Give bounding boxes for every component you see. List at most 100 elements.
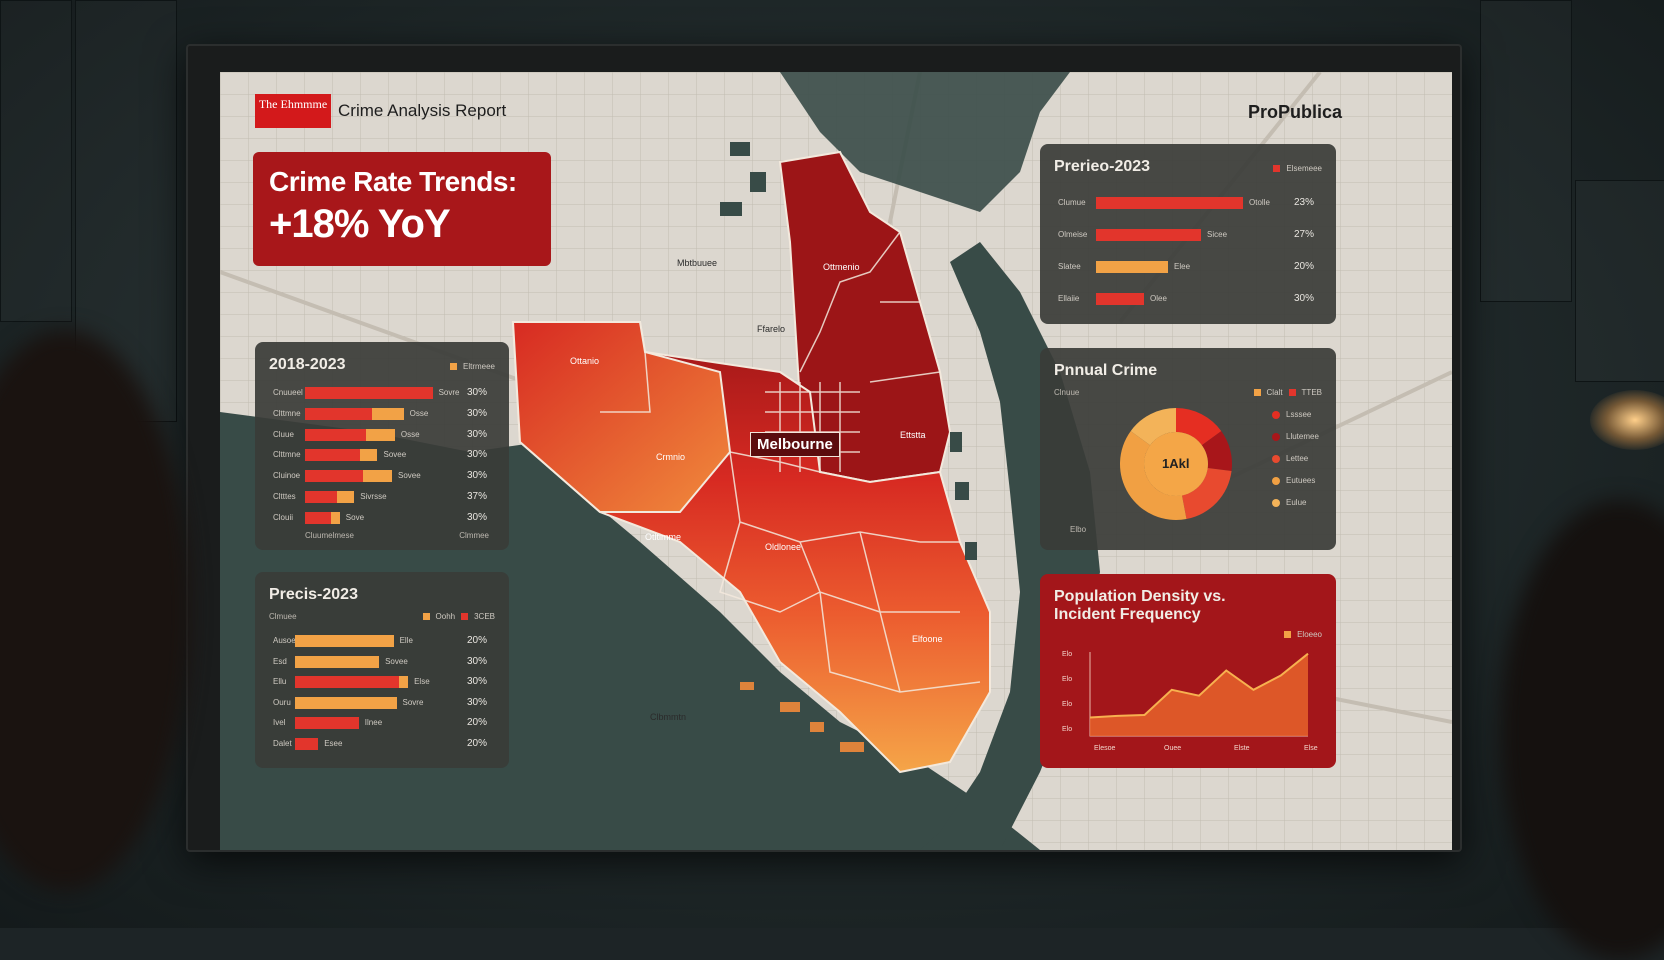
bar-primary: [1096, 229, 1201, 241]
area-chart: Elo Elo Elo Elo Elesoe Ouee Elste Elselee: [1062, 651, 1318, 752]
row-percent: 30%: [466, 387, 487, 398]
crime-by-category-panel: 2018-2023 Eltrmeee Cnuueel Sovre 30% Clttmn…: [255, 342, 509, 550]
map-label: Ettstta: [900, 430, 926, 440]
legend-swatch: [461, 613, 469, 620]
bar-row: Cnuueel Sovre 30%: [269, 386, 495, 400]
donut-center-label: 1Akl: [1162, 456, 1190, 471]
panel-subtitle: Clnuue: [1054, 388, 1080, 397]
row-label: Clttmne: [273, 450, 301, 460]
x-tick-label: Ouee: [1164, 745, 1181, 752]
bar-row: Cluue Osse 30%: [269, 428, 495, 442]
row-sublabel: Sovee: [383, 450, 407, 460]
report-title: Crime Analysis Report: [338, 101, 507, 120]
row-label: Ellaiie: [1058, 294, 1080, 303]
panel-title: 2018-2023: [269, 356, 346, 373]
publisher-logo: ProPublica: [1247, 102, 1342, 122]
x-tick-label: Elselee: [1304, 745, 1318, 752]
legend-swatch: [1288, 389, 1296, 396]
row-sublabel: Sicee: [1207, 230, 1228, 239]
bar-row: Dalet Esee 20%: [269, 737, 495, 751]
row-sublabel: Osse: [400, 429, 420, 439]
headline-title: Crime Rate Trends:: [269, 166, 517, 197]
density-vs-incident-panel: Population Density vs. Incident Frequenc…: [1040, 574, 1336, 768]
yearly-panel: Prerieo-2023 Elsemeee Clumue Otolle 23% Olm…: [1040, 144, 1336, 324]
map-label: Ottmenio: [823, 262, 860, 272]
legend-label: TTEB: [1301, 388, 1322, 397]
row-sublabel: Elee: [1174, 262, 1191, 271]
legend-dot: [1272, 498, 1280, 507]
row-percent: 30%: [1293, 293, 1314, 304]
bar-row: Ouru Sovre 30%: [269, 696, 495, 710]
legend-swatch: [422, 613, 430, 620]
bar-row: Ivel Ilnee 20%: [269, 716, 495, 730]
bar-primary: [305, 407, 372, 420]
legend-label: Lsssee: [1286, 410, 1312, 419]
donut-slice: [1176, 408, 1222, 446]
bar-row: Esd Sovee 30%: [269, 655, 495, 669]
row-label: Cluue: [273, 429, 294, 439]
row-percent: 37%: [466, 491, 487, 502]
bar-row: Clttmne Sovee 30%: [269, 448, 495, 462]
row-sublabel: Sivrsse: [360, 492, 387, 501]
bar-secondary: [363, 470, 392, 483]
annual-crime-panel: Pnnual Crime Clnuue Clalt TTEB 1Akl Lsss…: [1040, 348, 1336, 550]
legend-label: Eutuees: [1286, 476, 1316, 485]
bar-secondary: [336, 491, 355, 503]
row-label: Esd: [273, 656, 287, 666]
bar-primary: [305, 428, 366, 441]
legend-label: Eloeeo: [1297, 630, 1322, 639]
lamp-light: [1590, 390, 1664, 450]
legend-swatch: [1284, 631, 1292, 638]
bar-secondary: [295, 696, 397, 709]
bar-row: Ausoe Elle 20%: [269, 634, 495, 648]
city-label[interactable]: Melbourne: [750, 432, 840, 457]
map-label: Otltimme: [645, 532, 681, 542]
panel-title: Population Density vs.: [1054, 588, 1226, 605]
bar-secondary: [1096, 261, 1168, 273]
legend-swatch: [1273, 165, 1281, 172]
row-sublabel: Ilnee: [364, 718, 383, 727]
row-label: Cnuueel: [273, 388, 303, 397]
bar-row: Cluinoe Sovee 30%: [269, 469, 495, 483]
bar-primary: [295, 676, 400, 688]
donut-legend-item: Lettee: [1272, 454, 1308, 463]
legend-label: 3CEB: [474, 612, 495, 621]
row-sublabel: Sovee: [385, 656, 408, 666]
bar-primary: [1096, 197, 1243, 209]
legend-label: Eulue: [1286, 498, 1307, 507]
panel-footnote: Cluumelmese: [305, 531, 354, 540]
panel-title: Pnnual Crime: [1054, 362, 1158, 379]
map-label: Crmnio: [656, 452, 686, 462]
legend-label: Lettee: [1286, 454, 1309, 463]
wall-panel: [0, 0, 72, 322]
row-sublabel: Esee: [324, 738, 343, 748]
row-sublabel: Elle: [399, 636, 413, 645]
panel-footnote: Clmmee: [459, 531, 489, 540]
brand-logo: The Ehmmme: [255, 94, 331, 128]
row-label: Clumue: [1058, 198, 1086, 207]
map-label: Mbtbuuee: [677, 258, 718, 268]
legend-label: Clalt: [1266, 388, 1283, 397]
wall-panel: [1480, 0, 1572, 302]
panel-title: Incident Frequency: [1054, 606, 1201, 623]
panel-footnote: Elbo: [1070, 525, 1087, 534]
bar-primary: [305, 470, 363, 483]
panel-legend: Eloeeo: [1284, 630, 1322, 639]
headline-card: Crime Rate Trends: +18% YoY: [253, 152, 551, 266]
bar-primary: [305, 491, 337, 503]
panel-legend: Clalt TTEB: [1253, 388, 1322, 397]
row-sublabel: Else: [414, 677, 430, 686]
bar-secondary: [399, 676, 409, 688]
row-label: Ellu: [273, 677, 287, 686]
bar-secondary: [295, 635, 394, 647]
row-percent: 20%: [1293, 261, 1314, 272]
headline-stat: +18% YoY: [269, 202, 451, 246]
legend-label: Llutemee: [1286, 432, 1319, 441]
legend-dot: [1272, 432, 1280, 441]
donut-legend-item: Llutemee: [1272, 432, 1319, 441]
y-tick-label: Elo: [1062, 651, 1072, 658]
row-percent: 30%: [466, 470, 487, 482]
bar-secondary: [295, 655, 380, 668]
x-tick-label: Elesoe: [1094, 745, 1116, 752]
row-percent: 30%: [466, 511, 487, 523]
